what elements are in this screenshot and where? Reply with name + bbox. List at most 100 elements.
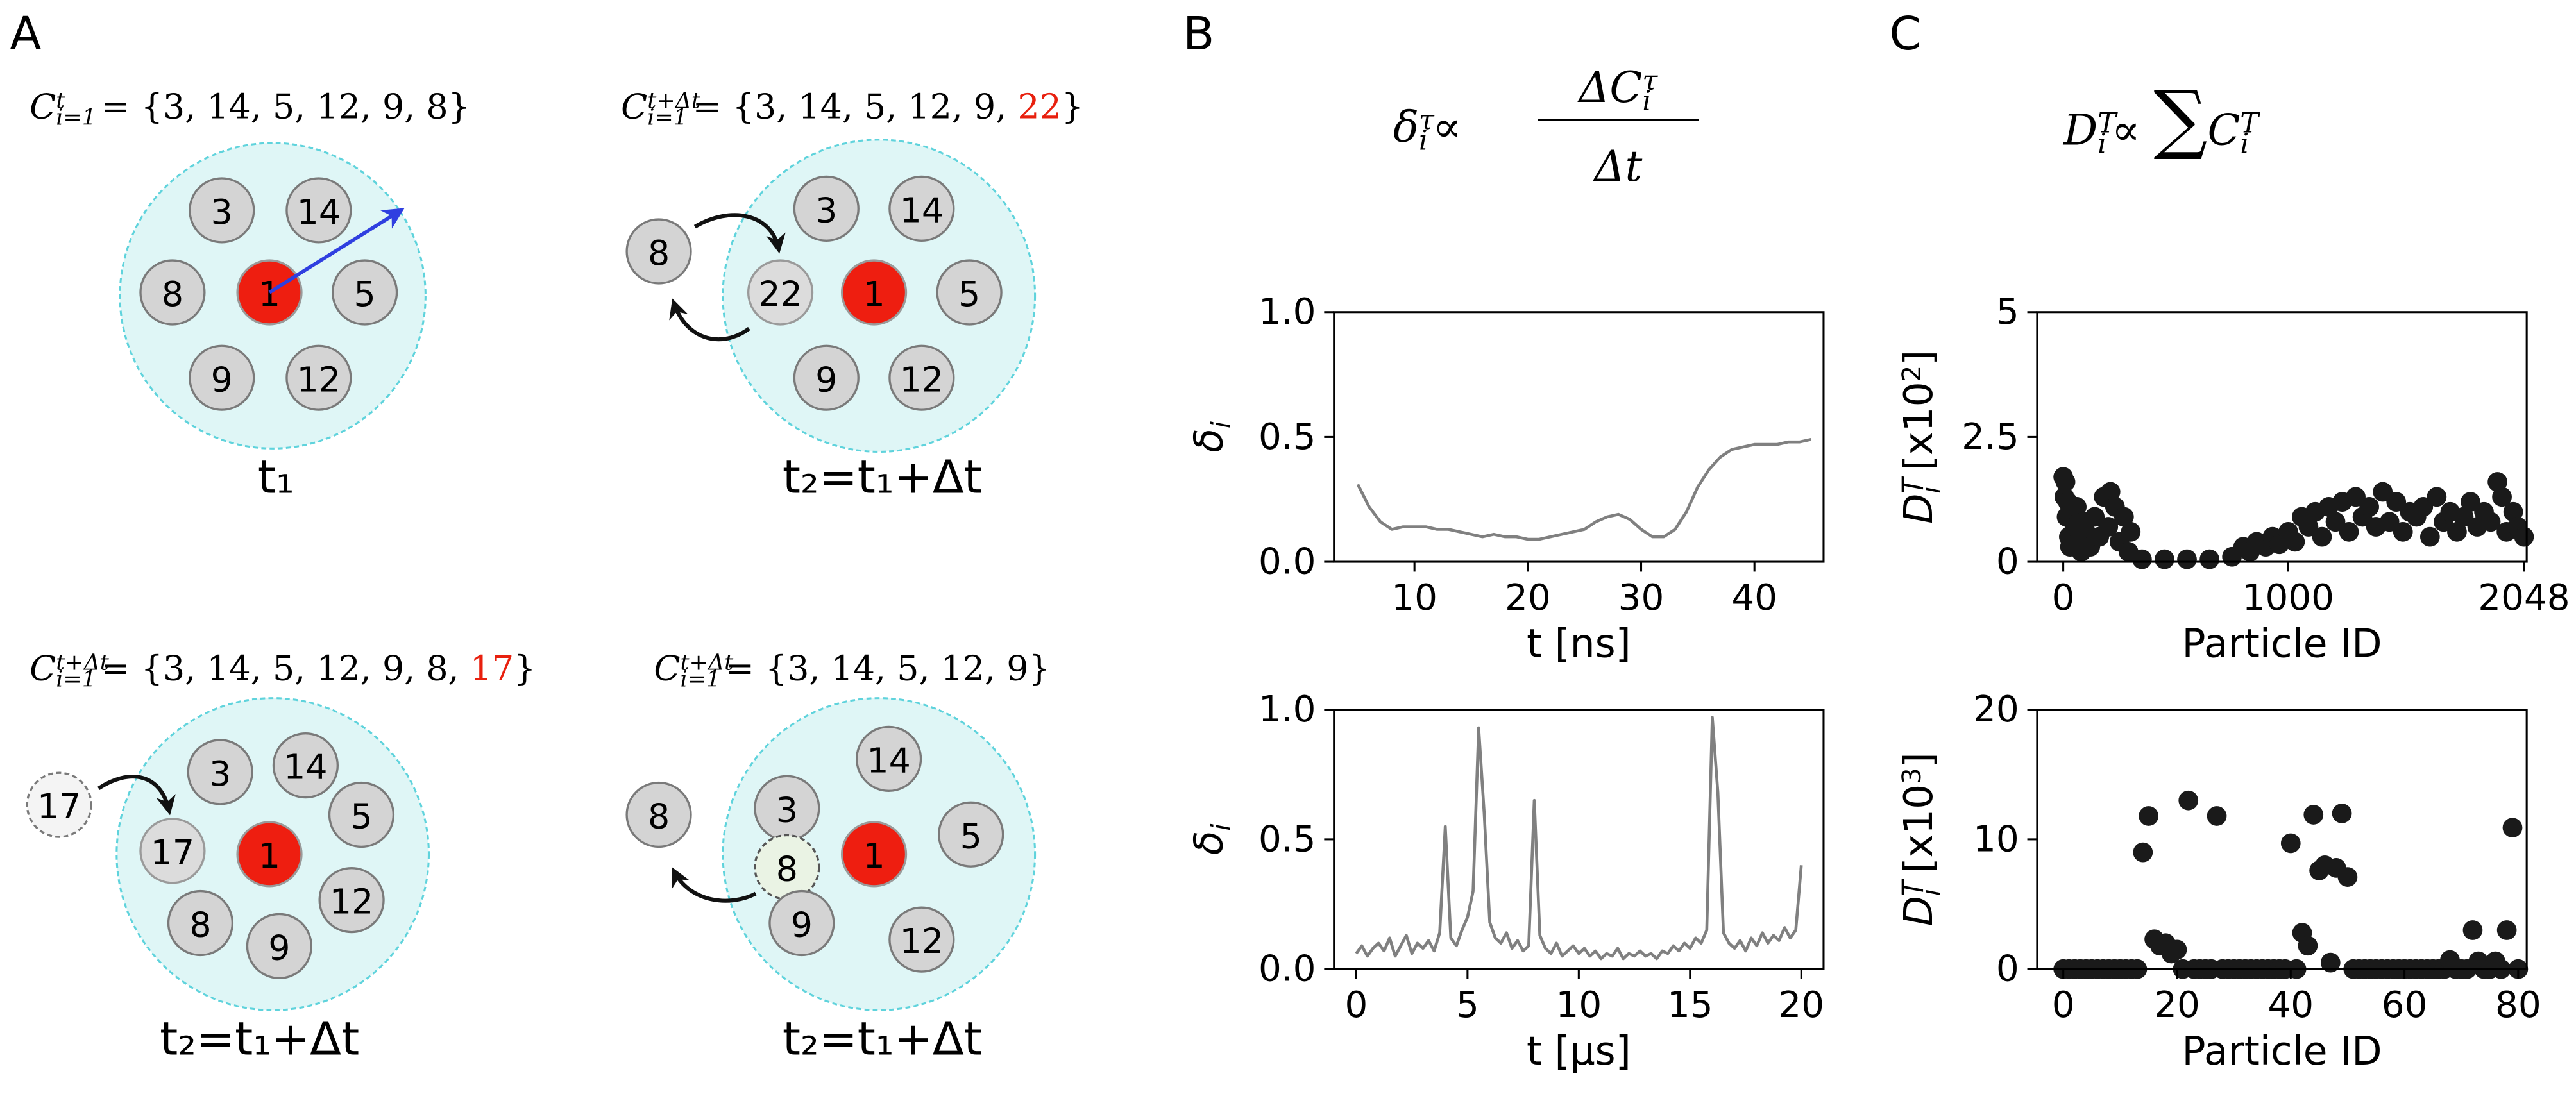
data-point (2055, 472, 2076, 492)
neighbor-set-formula: Ct i=1 = {3, 14, 5, 12, 9, 8} (30, 87, 470, 131)
particle (318, 867, 385, 934)
x-tick-label: 30 (1618, 577, 1665, 619)
particle (167, 889, 234, 957)
y-tick-label: 0.5 (1258, 416, 1316, 458)
text-part: = {3, 14, 5, 12, 9, (693, 87, 1018, 127)
data-point (2320, 952, 2341, 973)
text-part: t (56, 88, 65, 114)
text-part: i (1642, 85, 1651, 117)
formula-denominator: Δt (1592, 141, 1642, 191)
particle (856, 725, 922, 793)
y-tick-label: 0.0 (1258, 541, 1316, 583)
x-axis-label: t [ns] (1527, 621, 1631, 667)
data-point (2373, 482, 2393, 502)
data-point (2085, 507, 2105, 527)
particle (793, 344, 860, 411)
text-part: ΔC (1577, 62, 1642, 112)
particle-label: 17 (37, 786, 81, 827)
arrow (669, 298, 750, 342)
data-point (2339, 521, 2359, 542)
particle (272, 732, 339, 799)
data-point (2121, 521, 2141, 542)
plot-frame (1333, 311, 1825, 563)
neighbor-set-formula: Ct+Δt i=1 = {3, 14, 5, 12, 9} (654, 648, 1050, 692)
text-part: T (2240, 107, 2260, 139)
x-tick-label: 5 (1456, 984, 1479, 1026)
particle-label: 8 (648, 796, 670, 837)
text-part: i (1207, 824, 1237, 831)
arrow (693, 213, 786, 254)
particle-label: 9 (791, 905, 813, 945)
particle-label: 8 (189, 905, 211, 945)
text-part: t+Δt (647, 88, 701, 114)
text-part: C (30, 648, 56, 688)
data-point (2492, 487, 2512, 507)
particle-label: 9 (815, 359, 837, 400)
particle (331, 259, 398, 326)
y-tick-label: 20 (1973, 689, 2019, 730)
text-part: 2 (1897, 366, 1927, 382)
text-part: ] (1896, 350, 1942, 366)
text-part: t+Δt (56, 650, 110, 676)
text-part: C (654, 648, 680, 688)
data-line (1355, 716, 1803, 961)
text-part: δ (1187, 831, 1232, 855)
particle-label: 8 (648, 233, 670, 273)
data-point (2067, 497, 2087, 517)
x-tick-label: 0 (2052, 984, 2075, 1026)
particle (936, 259, 1003, 326)
particle (285, 177, 352, 244)
x-tick-label: 2048 (2478, 577, 2570, 619)
time-caption: t₂=t₁+Δt (783, 450, 982, 503)
data-point (2337, 867, 2358, 887)
text-part: 3 (1897, 768, 1927, 784)
particle (189, 344, 255, 411)
particle-label: 14 (900, 190, 944, 230)
particle-label: 1 (258, 274, 280, 314)
text-part: i (1207, 421, 1237, 428)
particle-label: 3 (815, 190, 837, 230)
panel-label: B (1183, 6, 1214, 60)
text-part: ∝ (1433, 101, 1462, 151)
particle-label: 1 (863, 836, 885, 876)
formula: DT i ∝ ∑CT i (2063, 75, 2261, 163)
particle (888, 906, 955, 973)
text-part: = {3, 14, 5, 12, 9, 8} (101, 87, 470, 127)
text-part: [x10 (1896, 382, 1942, 483)
particle-label: 3 (776, 789, 798, 830)
particle-label: 14 (297, 192, 341, 232)
data-point (2139, 806, 2159, 826)
formula-numerator: ΔCτ i (1577, 62, 1658, 117)
particle (840, 821, 908, 888)
data-point (2325, 512, 2346, 532)
x-tick-label: 40 (2267, 984, 2314, 1026)
particle-label: 12 (330, 882, 373, 922)
particle-label: 22 (758, 274, 802, 314)
text-part: ∑ (2153, 75, 2207, 163)
particle (793, 175, 860, 242)
data-point (2359, 497, 2380, 517)
time-caption: t₂=t₁+Δt (783, 1011, 982, 1065)
data-point (2480, 512, 2501, 532)
data-point (2379, 512, 2400, 532)
x-tick-label: 15 (1667, 984, 1713, 1026)
x-tick-label: 10 (1555, 984, 1602, 1026)
y-tick-label: 0 (1996, 948, 2019, 990)
text-part: C (30, 87, 56, 127)
text-part: i=1 (56, 105, 96, 131)
text-part: 17 (470, 648, 514, 688)
particle-label: 5 (960, 816, 982, 856)
data-point (2155, 549, 2174, 569)
particle (768, 889, 835, 957)
data-point (2303, 805, 2324, 825)
text-part: 22 (1017, 87, 1061, 127)
data-point (2177, 549, 2197, 569)
particle (246, 913, 313, 979)
particle (139, 818, 206, 884)
data-line (1356, 438, 1812, 541)
text-part: T (1897, 476, 1927, 494)
particle-label: 1 (863, 274, 885, 314)
x-tick-label: 20 (2154, 984, 2200, 1026)
data-point (2133, 842, 2153, 863)
